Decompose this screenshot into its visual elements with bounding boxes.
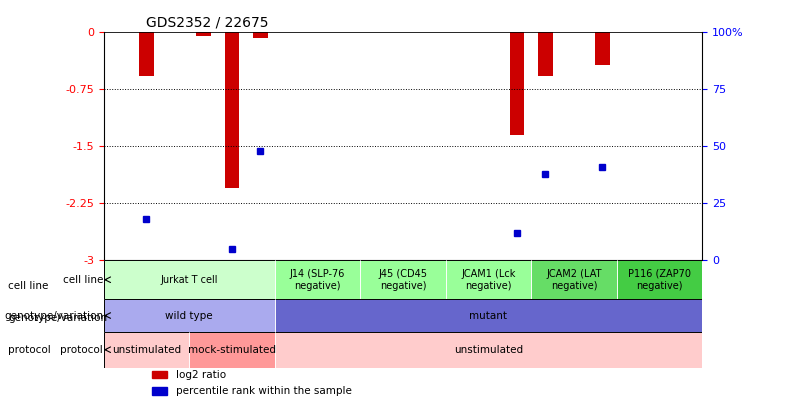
Bar (196, 32, 211, 36)
Text: wild type: wild type (165, 311, 213, 320)
FancyBboxPatch shape (275, 260, 360, 299)
Text: GDS2352 / 22675: GDS2352 / 22675 (146, 16, 268, 30)
Bar (152, 371, 167, 378)
Text: unstimulated: unstimulated (454, 345, 523, 355)
FancyBboxPatch shape (104, 260, 275, 299)
FancyBboxPatch shape (531, 260, 617, 299)
Text: unstimulated: unstimulated (112, 345, 181, 355)
Text: mutant: mutant (469, 311, 508, 320)
Text: J14 (SLP-76
negative): J14 (SLP-76 negative) (290, 269, 346, 290)
FancyBboxPatch shape (617, 260, 702, 299)
FancyBboxPatch shape (275, 299, 702, 332)
Text: protocol: protocol (8, 345, 51, 355)
Bar (152, 387, 167, 394)
Text: P116 (ZAP70
negative): P116 (ZAP70 negative) (628, 269, 691, 290)
Bar (254, 32, 267, 38)
Text: JCAM1 (Lck
negative): JCAM1 (Lck negative) (461, 269, 516, 290)
FancyBboxPatch shape (189, 332, 275, 368)
Text: Jurkat T cell: Jurkat T cell (160, 275, 218, 285)
FancyBboxPatch shape (275, 332, 702, 368)
FancyBboxPatch shape (360, 260, 446, 299)
Text: genotype/variation: genotype/variation (4, 311, 103, 320)
Text: mock-stimulated: mock-stimulated (188, 345, 276, 355)
Bar (140, 32, 153, 77)
Text: cell line: cell line (63, 275, 103, 285)
FancyBboxPatch shape (104, 332, 189, 368)
Text: log2 ratio: log2 ratio (176, 370, 226, 380)
Text: percentile rank within the sample: percentile rank within the sample (176, 386, 351, 396)
Bar (510, 32, 524, 135)
Text: protocol: protocol (61, 345, 103, 355)
Text: cell line: cell line (8, 281, 49, 290)
FancyBboxPatch shape (446, 260, 531, 299)
Bar (225, 32, 239, 188)
Bar (539, 32, 552, 76)
Bar (595, 32, 610, 65)
Text: JCAM2 (LAT
negative): JCAM2 (LAT negative) (547, 269, 602, 290)
Text: J45 (CD45
negative): J45 (CD45 negative) (378, 269, 428, 290)
Text: genotype/variation: genotype/variation (8, 313, 107, 323)
FancyBboxPatch shape (104, 299, 275, 332)
